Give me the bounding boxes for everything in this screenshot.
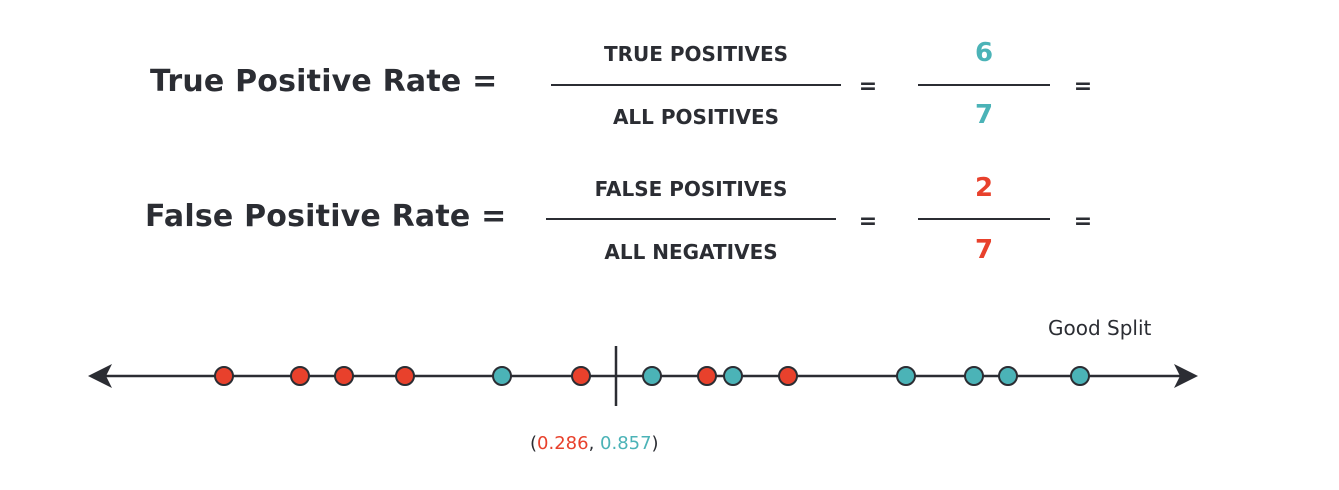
arrow-right-icon (1174, 364, 1198, 388)
fpr-equals-1: = (858, 209, 878, 234)
fpr-value-denominator: 7 (974, 235, 994, 265)
fpr-value-fraction-bar (918, 218, 1050, 220)
good-split-label: Good Split (1048, 316, 1152, 340)
teal-point (1070, 366, 1090, 386)
tpr-equals-2: = (1073, 74, 1093, 99)
coord-close: ) (651, 433, 659, 454)
fpr-label: False Positive Rate = (145, 199, 507, 234)
coord-open: ( (530, 433, 538, 454)
red-point (395, 366, 415, 386)
tpr-denominator: ALL POSITIVES (612, 105, 780, 129)
tpr-value-denominator: 7 (974, 100, 994, 130)
fpr-fraction-bar (546, 218, 836, 220)
red-point (290, 366, 310, 386)
teal-point (642, 366, 662, 386)
number-line-points (214, 366, 1090, 386)
teal-point (964, 366, 984, 386)
red-point (214, 366, 234, 386)
fpr-denominator: ALL NEGATIVES (604, 240, 778, 264)
tpr-fraction-bar (551, 84, 841, 86)
coord-fpr-value: 0.286 (537, 433, 589, 454)
fpr-equals-2: = (1073, 209, 1093, 234)
fpr-numerator: FALSE POSITIVES (594, 177, 788, 201)
tpr-numerator: TRUE POSITIVES (603, 42, 789, 66)
arrow-left-icon (88, 364, 112, 388)
red-point (697, 366, 717, 386)
teal-point (896, 366, 916, 386)
coord-tpr-value: 0.857 (600, 433, 652, 454)
tpr-label: True Positive Rate = (150, 64, 498, 99)
teal-point (998, 366, 1018, 386)
red-point (334, 366, 354, 386)
red-point (778, 366, 798, 386)
red-point (571, 366, 591, 386)
teal-point (492, 366, 512, 386)
tpr-value-fraction-bar (918, 84, 1050, 86)
coord-separator: , (588, 433, 601, 454)
tpr-equals-1: = (858, 74, 878, 99)
split-coordinate: (0.286, 0.857) (530, 433, 659, 454)
teal-point (723, 366, 743, 386)
tpr-value-numerator: 6 (974, 38, 994, 68)
fpr-value-numerator: 2 (974, 173, 994, 203)
